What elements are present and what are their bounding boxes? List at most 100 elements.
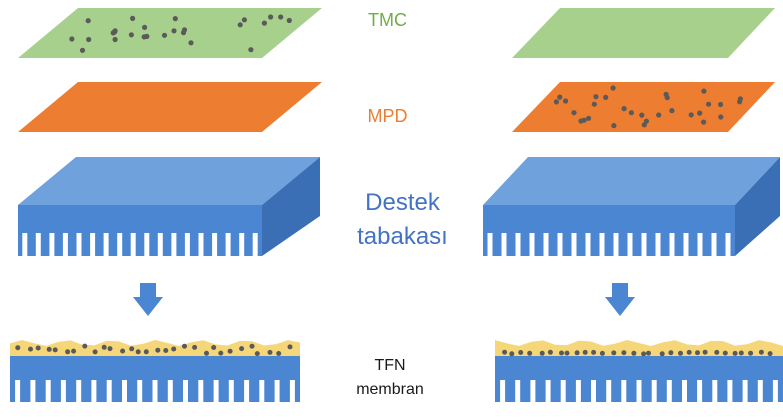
support-layer-left — [18, 157, 320, 256]
tfn-membrane-label: TFN membran — [345, 354, 435, 402]
particle-dot — [254, 351, 260, 357]
tfn-label-line2: membran — [356, 381, 424, 398]
particle-dot — [129, 346, 135, 352]
support-top-face — [483, 157, 780, 205]
support-top-face — [18, 157, 320, 205]
tmc-label: TMC — [368, 10, 407, 30]
particle-dot — [702, 349, 708, 355]
particle-dot — [28, 346, 33, 352]
particle-dot — [112, 29, 118, 35]
particle-dot — [155, 347, 161, 353]
porous-support-base — [10, 356, 300, 402]
particle-dot — [758, 349, 764, 355]
particle-dot — [204, 350, 209, 356]
particle-dot — [249, 343, 255, 349]
tmc-layer-right — [512, 8, 775, 58]
particle-dot — [278, 14, 284, 20]
polyamide-layer — [10, 340, 300, 360]
particle-dot — [248, 47, 254, 53]
particle-dot — [171, 28, 177, 34]
support-front-face — [483, 205, 735, 256]
particle-dot — [668, 350, 674, 356]
particle-dot — [82, 343, 88, 349]
particle-dot — [669, 108, 675, 114]
down-arrow-left — [133, 283, 163, 316]
particle-dot — [599, 350, 605, 356]
particle-dot — [527, 350, 533, 356]
particle-dot — [181, 27, 188, 33]
particle-dot — [518, 350, 524, 355]
particle-dot — [101, 344, 107, 350]
particle-dot — [571, 110, 577, 116]
particle-dot — [69, 36, 75, 42]
down-arrow-right — [605, 283, 635, 316]
particle-dot — [130, 15, 136, 21]
particle-dot — [678, 350, 683, 356]
particle-dot — [563, 98, 569, 104]
particle-dot — [586, 115, 592, 121]
particle-dot — [161, 32, 168, 38]
particle-dot — [107, 346, 113, 352]
particle-dot — [718, 114, 724, 120]
particle-dot — [641, 351, 647, 357]
mpd-layer-left — [18, 82, 322, 132]
particle-dot — [46, 346, 52, 352]
particle-dot — [611, 350, 617, 356]
particle-dot — [15, 345, 21, 351]
particle-dot — [714, 349, 720, 355]
support-layer-right — [483, 157, 780, 256]
mpd-label: MPD — [367, 106, 408, 126]
particle-dot — [120, 348, 126, 354]
support-label-line1: Destek — [365, 189, 440, 216]
particle-dot — [718, 101, 724, 108]
particle-dot — [564, 350, 570, 356]
particle-dot — [286, 17, 292, 24]
tfn-membrane-left — [10, 340, 300, 402]
particle-dot — [218, 350, 224, 356]
particle-dot — [659, 351, 665, 357]
particle-dot — [732, 350, 738, 356]
particle-dot — [239, 346, 245, 352]
particle-dot — [268, 14, 274, 20]
mpd-right-particles — [553, 85, 744, 129]
particle-dot — [603, 94, 609, 100]
particle-dot — [559, 350, 564, 356]
particle-dot — [241, 17, 247, 23]
support-side-face — [735, 157, 780, 256]
particle-dot — [128, 32, 134, 38]
particle-dot — [578, 118, 584, 124]
particle-dot — [697, 110, 703, 116]
particle-dot — [593, 94, 599, 100]
particle-dot — [182, 343, 187, 349]
particle-dot — [656, 112, 662, 118]
particle-dot — [85, 18, 91, 24]
particle-dot — [237, 22, 243, 28]
particle-dot — [539, 350, 545, 356]
particle-dot — [621, 106, 627, 112]
particle-dot — [686, 349, 692, 355]
particle-dot — [701, 88, 707, 94]
particle-dot — [706, 101, 712, 107]
particle-dot — [591, 101, 597, 107]
particle-dot — [142, 24, 148, 30]
particle-dot — [502, 349, 508, 355]
porous-support-base — [495, 356, 783, 402]
particle-dot — [722, 350, 728, 356]
particle-dot — [574, 350, 580, 356]
tfn-membrane-right — [495, 340, 783, 402]
particle-dot — [261, 20, 267, 26]
arrow-shape — [605, 283, 635, 316]
particle-dot — [621, 350, 627, 356]
particle-dot — [172, 16, 178, 22]
particle-dot — [267, 349, 273, 355]
particle-dot — [135, 349, 141, 355]
particle-dot — [211, 345, 217, 350]
tfn-label-line1: TFN — [374, 357, 406, 374]
particle-dot — [287, 344, 293, 350]
particle-dot — [631, 350, 637, 356]
tmc-left-particles — [69, 14, 292, 53]
particle-dot — [192, 344, 198, 350]
particle-dot — [112, 36, 118, 43]
